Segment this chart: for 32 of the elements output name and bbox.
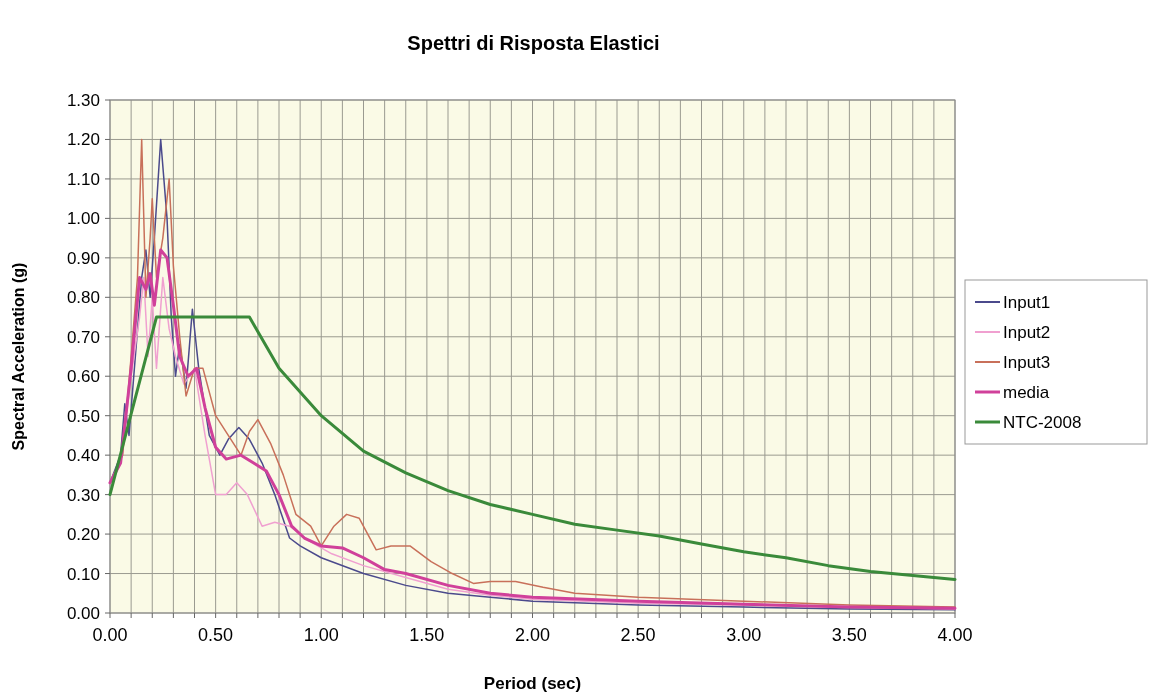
x-tick-label: 3.00: [726, 625, 762, 645]
x-tick-label: 3.50: [831, 625, 867, 645]
y-tick-label: 0.50: [66, 406, 100, 426]
x-tick-label: 2.50: [620, 625, 656, 645]
x-tick-label: 1.50: [409, 625, 445, 645]
y-tick-label: 0.10: [66, 564, 100, 584]
legend-label: Input2: [1003, 323, 1051, 342]
y-tick-label: 1.10: [66, 169, 100, 189]
x-tick-label: 4.00: [937, 625, 973, 645]
y-axis-title: Spectral Acceleration (g): [10, 262, 27, 451]
legend-label: media: [1003, 383, 1050, 402]
y-tick-label: 0.60: [66, 367, 100, 387]
legend-label: NTC-2008: [1003, 413, 1082, 432]
line-series: [108, 315, 957, 581]
x-tick-label: 2.00: [514, 625, 551, 645]
y-tick-label: 0.00: [66, 604, 100, 623]
y-tick-label: 0.90: [66, 248, 100, 268]
y-tick-label: 0.20: [66, 525, 100, 545]
y-tick-label: 0.80: [66, 288, 100, 308]
y-tick-label: 0.30: [66, 485, 100, 505]
y-tick-label: 1.30: [66, 91, 100, 110]
legend-label: Input1: [1003, 293, 1051, 312]
chart-title: Spettri di Risposta Elastici: [407, 32, 660, 54]
legend-label: Input3: [1003, 353, 1051, 372]
x-tick-label: 1.00: [303, 625, 339, 645]
y-tick-label: 0.40: [66, 446, 100, 466]
y-tick-label: 1.20: [66, 130, 100, 150]
x-tick-label: 0.50: [198, 625, 234, 645]
x-tick-label: 0.00: [92, 625, 128, 645]
x-axis-title: Period (sec): [483, 674, 582, 693]
y-tick-label: 1.00: [66, 209, 100, 229]
y-tick-label: 0.70: [66, 327, 100, 347]
